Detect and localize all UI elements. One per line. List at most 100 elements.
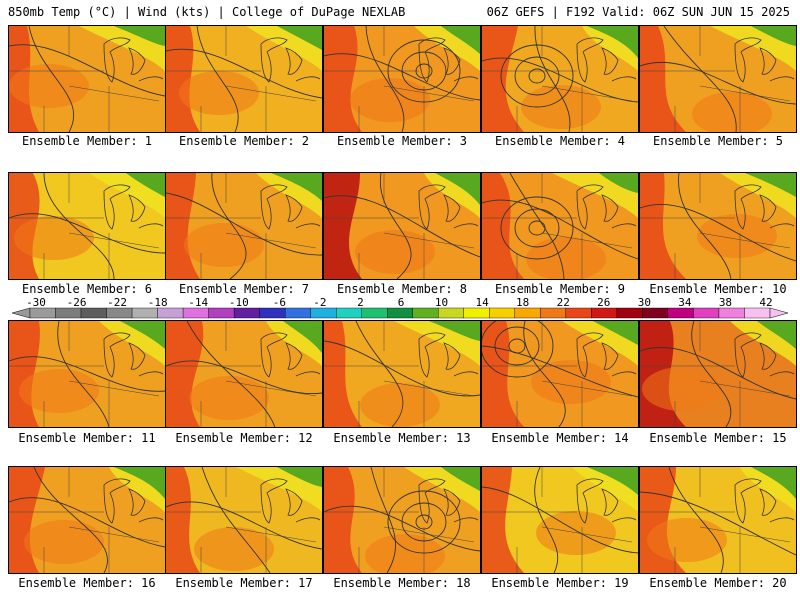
colorbar-segment <box>336 307 362 319</box>
ensemble-member-map <box>323 172 481 280</box>
temperature-wind-field <box>9 173 165 279</box>
ensemble-member-label: Ensemble Member: 7 <box>178 282 310 296</box>
ensemble-member-map <box>323 320 481 428</box>
ensemble-member-map <box>639 320 797 428</box>
colorbar-tick-label: -10 <box>228 296 249 309</box>
colorbar-tick-label: 10 <box>434 296 449 309</box>
colorbar-segment <box>718 307 745 319</box>
temperature-wind-field <box>166 467 322 573</box>
colorbar-segment <box>131 307 158 319</box>
ensemble-member-label: Ensemble Member: 10 <box>649 282 787 296</box>
colorbar-segment <box>489 307 516 319</box>
ensemble-member-label: Ensemble Member: 4 <box>494 134 626 148</box>
ensemble-member-label: Ensemble Member: 5 <box>652 134 784 148</box>
colorbar-segment <box>284 307 311 319</box>
ensemble-member-label: Ensemble Member: 20 <box>649 576 787 590</box>
colorbar-tick-label: -2 <box>313 296 327 309</box>
ensemble-member-map <box>481 25 639 133</box>
colorbar-segment <box>55 307 82 319</box>
temperature-wind-field <box>482 26 638 132</box>
ensemble-member-label: Ensemble Member: 11 <box>18 431 156 445</box>
ensemble-member-label: Ensemble Member: 13 <box>333 431 471 445</box>
temperature-wind-field <box>482 467 638 573</box>
temperature-wind-field <box>166 173 322 279</box>
ensemble-member-map <box>8 320 166 428</box>
ensemble-member-label: Ensemble Member: 18 <box>333 576 471 590</box>
temperature-wind-field <box>640 173 796 279</box>
colorbar-segment <box>387 307 413 319</box>
colorbar-segment <box>361 307 388 319</box>
temperature-wind-field <box>166 26 322 132</box>
ensemble-member-map <box>481 320 639 428</box>
ensemble-member-label: Ensemble Member: 12 <box>175 431 313 445</box>
ensemble-member-map <box>323 466 481 574</box>
ensemble-member-label: Ensemble Member: 14 <box>491 431 629 445</box>
ensemble-member-map <box>8 466 166 574</box>
ensemble-member-map <box>639 25 797 133</box>
colorbar-segment <box>182 307 209 319</box>
colorbar-tick-label: 14 <box>475 296 489 309</box>
colorbar-tick-label: 22 <box>556 296 570 309</box>
colorbar-segment <box>80 307 107 319</box>
temperature-wind-field <box>9 26 165 132</box>
colorbar-segment <box>233 307 260 319</box>
colorbar-segment <box>642 307 669 319</box>
colorbar-segment <box>616 307 643 319</box>
ensemble-member-map <box>165 466 323 574</box>
colorbar-left-arrow <box>11 307 31 319</box>
ensemble-member-label: Ensemble Member: 6 <box>21 282 153 296</box>
colorbar-segment <box>310 307 337 319</box>
colorbar-tick-label: -6 <box>272 296 286 309</box>
ensemble-member-label: Ensemble Member: 19 <box>491 576 629 590</box>
colorbar-tick-label: 2 <box>357 296 364 309</box>
ensemble-member-label: Ensemble Member: 8 <box>336 282 468 296</box>
colorbar-tick-label: -14 <box>188 296 209 309</box>
colorbar-segment <box>540 307 567 319</box>
ensemble-member-label: Ensemble Member: 9 <box>494 282 626 296</box>
colorbar-segment <box>591 307 618 319</box>
colorbar-segment <box>157 307 184 319</box>
colorbar-tick-label: 6 <box>397 296 405 309</box>
colorbar-tick-label: 30 <box>637 296 651 309</box>
colorbar-tick-label: 34 <box>678 296 692 309</box>
colorbar-tick-label: -22 <box>107 296 128 309</box>
colorbar-segment <box>208 307 235 319</box>
temperature-wind-field <box>166 321 322 427</box>
temperature-wind-field <box>640 26 796 132</box>
ensemble-member-map <box>165 25 323 133</box>
colorbar-segment <box>463 307 490 319</box>
colorbar-segment <box>259 307 286 319</box>
colorbar-segment <box>438 307 464 319</box>
ensemble-member-map <box>639 172 797 280</box>
colorbar-segment <box>412 307 439 319</box>
temperature-wind-field <box>324 173 480 279</box>
temperature-wind-field <box>640 467 796 573</box>
ensemble-member-label: Ensemble Member: 17 <box>175 576 313 590</box>
ensemble-member-map <box>481 466 639 574</box>
ensemble-member-label: Ensemble Member: 16 <box>18 576 156 590</box>
ensemble-member-label: Ensemble Member: 15 <box>649 431 787 445</box>
colorbar-tick-label: 42 <box>759 296 773 309</box>
temperature-wind-field <box>482 321 638 427</box>
colorbar-segment <box>667 307 694 319</box>
colorbar-tick-label: -18 <box>147 296 168 309</box>
ensemble-member-map <box>639 466 797 574</box>
colorbar-segment <box>693 307 720 319</box>
temperature-wind-field <box>9 321 165 427</box>
colorbar-segment <box>565 307 592 319</box>
ensemble-member-label: Ensemble Member: 3 <box>336 134 468 148</box>
colorbar-tick-label: -30 <box>26 296 46 309</box>
temperature-wind-field <box>324 26 480 132</box>
ensemble-member-map <box>165 172 323 280</box>
ensemble-member-map <box>8 172 166 280</box>
valid-time: 06Z GEFS | F192 Valid: 06Z SUN JUN 15 20… <box>486 5 790 19</box>
temperature-wind-field <box>324 467 480 573</box>
ensemble-member-map <box>8 25 166 133</box>
temperature-wind-field <box>640 321 796 427</box>
temperature-wind-field <box>324 321 480 427</box>
ensemble-member-label: Ensemble Member: 1 <box>21 134 153 148</box>
colorbar-tick-label: 26 <box>597 296 611 309</box>
colorbar-segment <box>514 307 541 319</box>
colorbar-tick-label: -26 <box>66 296 87 309</box>
color-scale-bar <box>11 307 789 319</box>
